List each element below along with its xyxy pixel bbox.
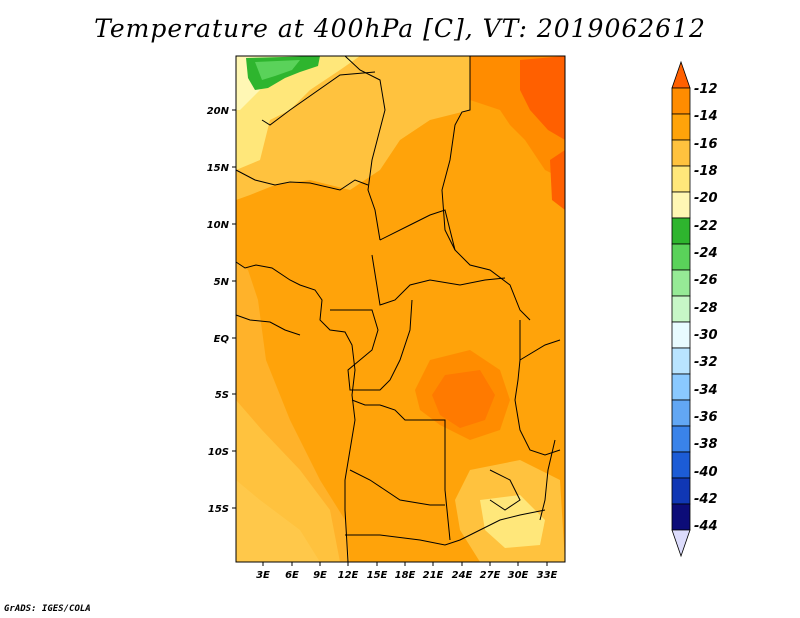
colorbar-label: -40: [694, 465, 718, 480]
colorbar-label: -28: [694, 301, 718, 316]
colorbar-label: -42: [694, 492, 718, 507]
lat-label: 5N: [214, 277, 230, 288]
colorbar-cap-top: [671, 60, 691, 89]
colorbar-swatch: [671, 87, 691, 115]
colorbar-swatch: [671, 165, 691, 193]
colorbar-swatch: [671, 243, 691, 271]
lon-label: 6E: [285, 570, 299, 581]
colorbar-label: -16: [694, 137, 718, 152]
lon-label: 9E: [313, 570, 327, 581]
lon-label: 12E: [338, 570, 359, 581]
colorbar-label: -26: [694, 273, 718, 288]
colorbar-swatch: [671, 347, 691, 375]
colorbar-swatch: [671, 139, 691, 167]
colorbar-label: -38: [694, 437, 718, 452]
colorbar-cap-bottom: [671, 529, 691, 558]
lat-label: 5S: [215, 390, 229, 401]
colorbar-label: -44: [694, 519, 718, 534]
lon-label: 21E: [423, 570, 444, 581]
lat-axis: 20N 15N 10N 5N EQ 5S 10S 15S: [207, 106, 236, 515]
lat-label: 15N: [207, 163, 230, 174]
lat-label: EQ: [214, 334, 230, 345]
colorbar-label: -30: [694, 328, 718, 343]
colorbar-label: -34: [694, 383, 718, 398]
lon-label: 18E: [395, 570, 416, 581]
lon-label: 33E: [537, 570, 558, 581]
colorbar-label: -32: [694, 355, 718, 370]
lon-axis: 3E 6E 9E 12E 15E 18E 21E 24E 27E 30E 33E: [256, 562, 558, 581]
colorbar-label: -36: [694, 410, 718, 425]
lon-label: 24E: [452, 570, 473, 581]
colorbar-swatch: [671, 113, 691, 141]
colorbar-swatch: [671, 399, 691, 427]
colorbar-label: -18: [694, 164, 718, 179]
colorbar-label: -20: [694, 191, 718, 206]
lon-label: 15E: [367, 570, 388, 581]
colorbar-swatch: [671, 451, 691, 479]
lat-label: 15S: [208, 504, 229, 515]
lon-label: 3E: [256, 570, 270, 581]
colorbar-swatch: [671, 373, 691, 401]
colorbar-swatch: [671, 217, 691, 245]
country-borders: [235, 55, 561, 563]
temperature-field: [236, 56, 565, 562]
map-frame: [235, 55, 566, 563]
colorbar-swatch: [671, 503, 691, 531]
colorbar-swatch: [671, 295, 691, 323]
lat-label: 20N: [207, 106, 230, 117]
colorbar-label: -14: [694, 109, 718, 124]
colorbar-swatch: [671, 477, 691, 505]
lat-label: 10S: [208, 447, 229, 458]
colorbar-label: -22: [694, 219, 718, 234]
lon-label: 27E: [480, 570, 501, 581]
colorbar-label: -24: [694, 246, 718, 261]
chart-title: Temperature at 400hPa [C], VT: 201906261…: [94, 14, 706, 43]
colorbar-swatch: [671, 321, 691, 349]
colorbar-swatch: [671, 191, 691, 219]
lon-label: 30E: [508, 570, 529, 581]
lat-label: 10N: [207, 220, 230, 231]
colorbar-swatch: [671, 269, 691, 297]
colorbar: -12 -14 -16 -18 -20 -22 -24 -26 -28 -30 …: [671, 60, 718, 558]
grads-credit: GrADS: IGES/COLA: [4, 604, 91, 614]
colorbar-swatch: [671, 425, 691, 453]
colorbar-label: -12: [694, 82, 718, 97]
